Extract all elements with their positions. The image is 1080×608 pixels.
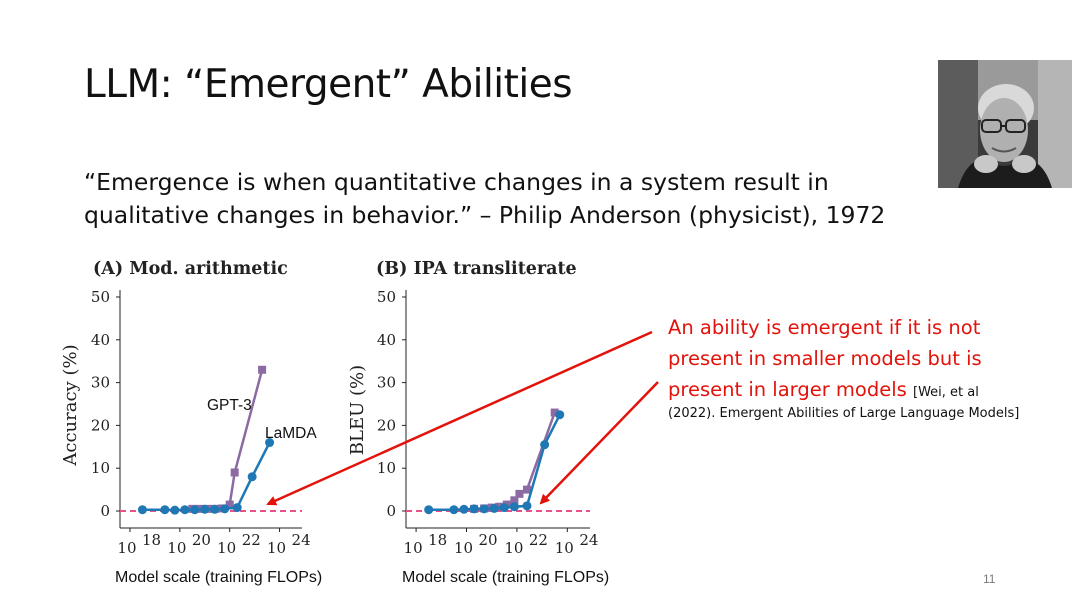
definition-line-2: present in smaller models but is (668, 347, 982, 370)
data-point-lamda (265, 438, 275, 448)
data-point-gpt3 (515, 489, 524, 498)
x-tick-label: 10 (404, 539, 423, 557)
data-point-lamda (424, 505, 434, 515)
y-tick-label: 20 (91, 416, 110, 434)
data-point-lamda (449, 505, 459, 515)
x-tick-label: 10 (167, 539, 186, 557)
data-point-lamda (160, 505, 170, 515)
panel-b-ylabel: BLEU (%) (347, 365, 368, 455)
data-point-gpt3 (495, 502, 504, 511)
y-tick-label: 30 (377, 374, 396, 392)
panel-a-series-label-lamda: LaMDA (265, 425, 317, 442)
data-point-lamda (220, 504, 230, 514)
annotation-arrow-b (539, 381, 659, 505)
page-number: 11 (983, 572, 996, 586)
x-tick-exponent: 22 (529, 531, 548, 549)
annotation-arrow-a (266, 330, 653, 506)
data-point-gpt3 (550, 408, 559, 417)
quote-line-1: “Emergence is when quantitative changes … (84, 168, 829, 196)
panel-a-title: (A) Mod. arithmetic (93, 259, 288, 279)
quote-line-2: qualitative changes in behavior.” – Phil… (84, 201, 886, 229)
quote-text: “Emergence is when quantitative changes … (84, 166, 885, 232)
data-point-gpt3 (258, 365, 267, 374)
definition-line-3: present in larger models (668, 378, 907, 401)
panel-b-ticks: 0 10 20 30 40 50 10 18 10 20 10 22 10 24 (377, 288, 599, 557)
x-tick-exponent: 20 (478, 531, 497, 549)
y-tick-label: 0 (100, 502, 110, 520)
data-point-lamda (232, 503, 242, 513)
series-line-lamda (428, 414, 561, 511)
data-point-lamda (499, 503, 509, 513)
data-point-gpt3 (225, 500, 234, 509)
data-point-gpt3 (522, 485, 531, 494)
panel-b: (B) IPA transliterate BLEU (%) 0 10 20 30 40… (347, 259, 609, 586)
data-point-lamda (210, 504, 220, 514)
data-point-gpt3 (510, 496, 519, 505)
data-point-lamda (479, 504, 489, 514)
y-tick-label: 50 (91, 288, 110, 306)
x-tick-label: 10 (555, 539, 574, 557)
panel-a-plot (120, 365, 302, 515)
x-tick-label: 10 (504, 539, 523, 557)
panel-b-plot (406, 408, 590, 515)
data-point-lamda (137, 505, 147, 515)
data-point-lamda (170, 505, 180, 515)
emergence-definition: An ability is emergent if it is not pres… (668, 312, 982, 408)
panel-a: (A) Mod. arithmetic Accuracy (%) 0 10 20 30… (60, 259, 322, 586)
y-tick-label: 30 (91, 374, 110, 392)
y-tick-label: 0 (386, 502, 396, 520)
panel-a-xlabel: Model scale (training FLOPs) (115, 569, 322, 586)
x-tick-exponent: 18 (142, 531, 161, 549)
x-tick-label: 10 (267, 539, 286, 557)
series-line-gpt3 (192, 369, 264, 511)
data-point-lamda (540, 440, 550, 450)
panel-b-title: (B) IPA transliterate (376, 259, 577, 279)
x-tick-exponent: 24 (579, 531, 598, 549)
y-tick-label: 20 (377, 416, 396, 434)
series-line-gpt3 (474, 412, 556, 511)
y-tick-label: 10 (377, 459, 396, 477)
data-point-lamda (180, 505, 190, 515)
philip-anderson-portrait (938, 60, 1072, 188)
data-point-lamda (522, 501, 532, 511)
x-tick-label: 10 (217, 539, 236, 557)
data-point-lamda (247, 472, 257, 482)
data-point-lamda (459, 504, 469, 514)
y-tick-label: 40 (377, 331, 396, 349)
data-point-lamda (509, 502, 519, 512)
data-point-lamda (190, 505, 200, 515)
citation-part-2: (2022). Emergent Abilities of Large Lang… (668, 406, 1020, 421)
y-tick-label: 10 (91, 459, 110, 477)
x-tick-label: 10 (454, 539, 473, 557)
x-tick-exponent: 20 (192, 531, 211, 549)
y-tick-label: 40 (91, 331, 110, 349)
definition-line-1: An ability is emergent if it is not (668, 316, 981, 339)
data-point-lamda (489, 503, 499, 513)
x-tick-exponent: 24 (292, 531, 311, 549)
y-tick-label: 50 (377, 288, 396, 306)
data-point-lamda (200, 504, 210, 514)
data-point-lamda (555, 410, 565, 420)
panel-a-ticks: 0 10 20 30 40 50 10 18 10 20 10 22 10 24 (91, 288, 311, 557)
x-tick-exponent: 22 (242, 531, 261, 549)
citation-part-1: [Wei, et al (913, 385, 979, 400)
panel-b-xlabel: Model scale (training FLOPs) (402, 569, 609, 586)
data-point-gpt3 (230, 468, 239, 477)
x-tick-label: 10 (117, 539, 136, 557)
x-tick-exponent: 18 (428, 531, 447, 549)
slide-title: LLM: “Emergent” Abilities (84, 62, 573, 107)
data-point-lamda (469, 504, 479, 514)
panel-a-series-label-gpt3: GPT-3 (207, 397, 252, 414)
panel-a-ylabel: Accuracy (%) (60, 344, 81, 466)
